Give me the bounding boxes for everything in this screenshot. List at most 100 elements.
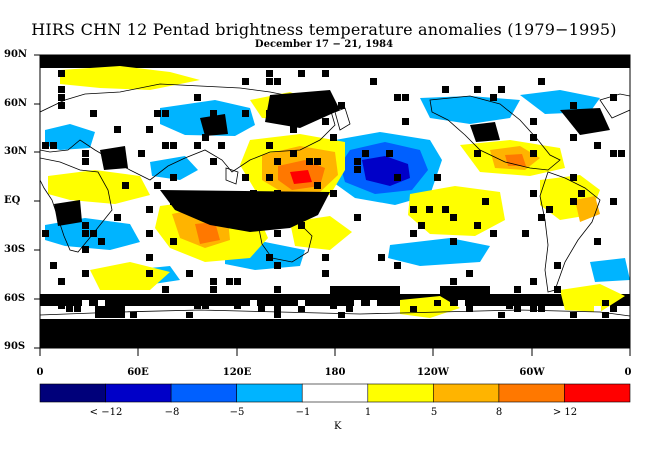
missing-data-cell xyxy=(266,142,273,149)
missing-data-cell xyxy=(122,182,129,189)
missing-data-cell xyxy=(530,190,537,197)
missing-data-cell xyxy=(130,312,137,318)
missing-data-cell xyxy=(570,174,577,181)
missing-data-cell xyxy=(106,312,113,318)
missing-data-cell xyxy=(42,300,49,306)
missing-data-cell xyxy=(170,142,177,149)
missing-data-cell xyxy=(434,300,441,306)
missing-data-cell xyxy=(498,86,505,93)
missing-data-cell xyxy=(50,142,57,149)
missing-data-cell xyxy=(242,78,249,85)
missing-data-cell xyxy=(466,270,473,277)
missing-data-cell xyxy=(194,302,201,309)
missing-data-cell xyxy=(322,270,329,277)
missing-data-cell xyxy=(578,190,585,197)
missing-data-cell xyxy=(314,312,321,318)
missing-data-cell xyxy=(282,110,289,117)
missing-data-cell xyxy=(266,78,273,85)
missing-data-cell xyxy=(546,206,553,213)
missing-data-cell xyxy=(170,238,177,245)
missing-data-cell xyxy=(210,110,217,117)
missing-data-cell xyxy=(194,94,201,101)
x-tick-label: 120E xyxy=(222,367,252,378)
missing-data-cell xyxy=(410,230,417,237)
missing-data-cell xyxy=(298,300,305,306)
missing-data-cell xyxy=(570,312,577,318)
missing-data-cell xyxy=(58,294,65,301)
missing-data-cell xyxy=(266,174,273,181)
missing-data-cell xyxy=(354,166,361,173)
missing-data-cell xyxy=(250,300,257,306)
x-tick-label: 0 xyxy=(36,367,44,378)
missing-data-cell xyxy=(618,150,625,157)
missing-data-cell xyxy=(490,230,497,237)
missing-data-cell xyxy=(274,312,281,318)
missing-data-cell xyxy=(450,238,457,245)
missing-data-cell xyxy=(282,294,289,301)
missing-data-cell xyxy=(530,306,537,312)
missing-data-cell xyxy=(202,134,209,141)
missing-data-cell xyxy=(258,306,265,312)
colorbar-label: < −12 xyxy=(89,407,123,418)
colorbar-swatch xyxy=(564,383,631,403)
missing-data-cell xyxy=(146,206,153,213)
missing-data-cell xyxy=(394,174,401,181)
missing-data-cell xyxy=(146,270,153,277)
missing-data-cell xyxy=(146,230,153,237)
colorbar-swatch xyxy=(170,383,238,403)
missing-data-cell xyxy=(610,306,617,312)
missing-data-cell xyxy=(138,150,145,157)
missing-data-cell xyxy=(322,118,329,125)
anomaly-region-warm xyxy=(90,262,170,290)
missing-data-cell xyxy=(610,94,617,101)
missing-data-cell xyxy=(610,150,617,157)
missing-data-cell xyxy=(194,142,201,149)
missing-data-cell xyxy=(474,86,481,93)
missing-data-cell xyxy=(218,312,225,318)
missing-data-cell xyxy=(570,134,577,141)
anomaly-region-cool xyxy=(520,90,600,114)
missing-data-cell xyxy=(82,246,89,253)
missing-data-cell xyxy=(362,150,369,157)
missing-data-cell xyxy=(82,300,89,306)
colorbar-swatch xyxy=(432,383,500,403)
missing-data-cell xyxy=(538,214,545,221)
missing-data-cell xyxy=(274,190,281,197)
missing-data-cell xyxy=(74,306,81,312)
missing-data-cell xyxy=(274,230,281,237)
missing-data-cell xyxy=(354,158,361,165)
missing-data-cell xyxy=(538,78,545,85)
y-tick-label: 30N xyxy=(4,146,28,157)
x-axis-ticks xyxy=(39,348,631,356)
missing-data-cell xyxy=(162,142,169,149)
missing-data-cell xyxy=(314,182,321,189)
missing-data-cell xyxy=(370,300,377,306)
missing-data-cell xyxy=(242,110,249,117)
missing-data-cell xyxy=(354,214,361,221)
missing-data-cell xyxy=(322,254,329,261)
missing-data-cell xyxy=(186,312,193,318)
missing-data-cell xyxy=(58,102,65,109)
missing-data-cell xyxy=(554,286,561,293)
missing-data-cell xyxy=(394,94,401,101)
missing-data-cell xyxy=(82,158,89,165)
colorbar-swatch xyxy=(236,383,303,403)
missing-data-cell xyxy=(274,262,281,269)
missing-data-cell xyxy=(330,190,337,197)
missing-data-cell xyxy=(466,306,473,312)
missing-data-cell xyxy=(346,306,353,312)
missing-data-cell xyxy=(458,300,465,306)
anomaly-region-cool xyxy=(150,156,198,180)
missing-data-cell xyxy=(410,206,417,213)
missing-data-cell xyxy=(330,294,337,301)
missing-data-cell xyxy=(498,312,505,318)
missing-data-cell xyxy=(170,174,177,181)
anomaly-region-warm-moderate xyxy=(575,196,600,222)
missing-data-cell xyxy=(482,198,489,205)
missing-data-cell xyxy=(66,306,73,312)
missing-data-cell xyxy=(58,300,65,306)
missing-data-cell xyxy=(602,312,609,318)
missing-data-cell xyxy=(210,286,217,293)
missing-data-cell xyxy=(434,174,441,181)
missing-data-cell xyxy=(290,150,297,157)
